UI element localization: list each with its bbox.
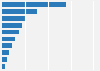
Bar xyxy=(2,30,19,35)
Bar xyxy=(2,57,7,62)
Bar xyxy=(2,43,12,48)
Bar xyxy=(2,64,5,69)
Bar xyxy=(2,23,22,28)
Bar xyxy=(2,9,37,14)
Bar xyxy=(2,16,25,21)
Bar xyxy=(2,50,9,55)
Bar xyxy=(2,2,66,7)
Bar xyxy=(2,36,15,41)
